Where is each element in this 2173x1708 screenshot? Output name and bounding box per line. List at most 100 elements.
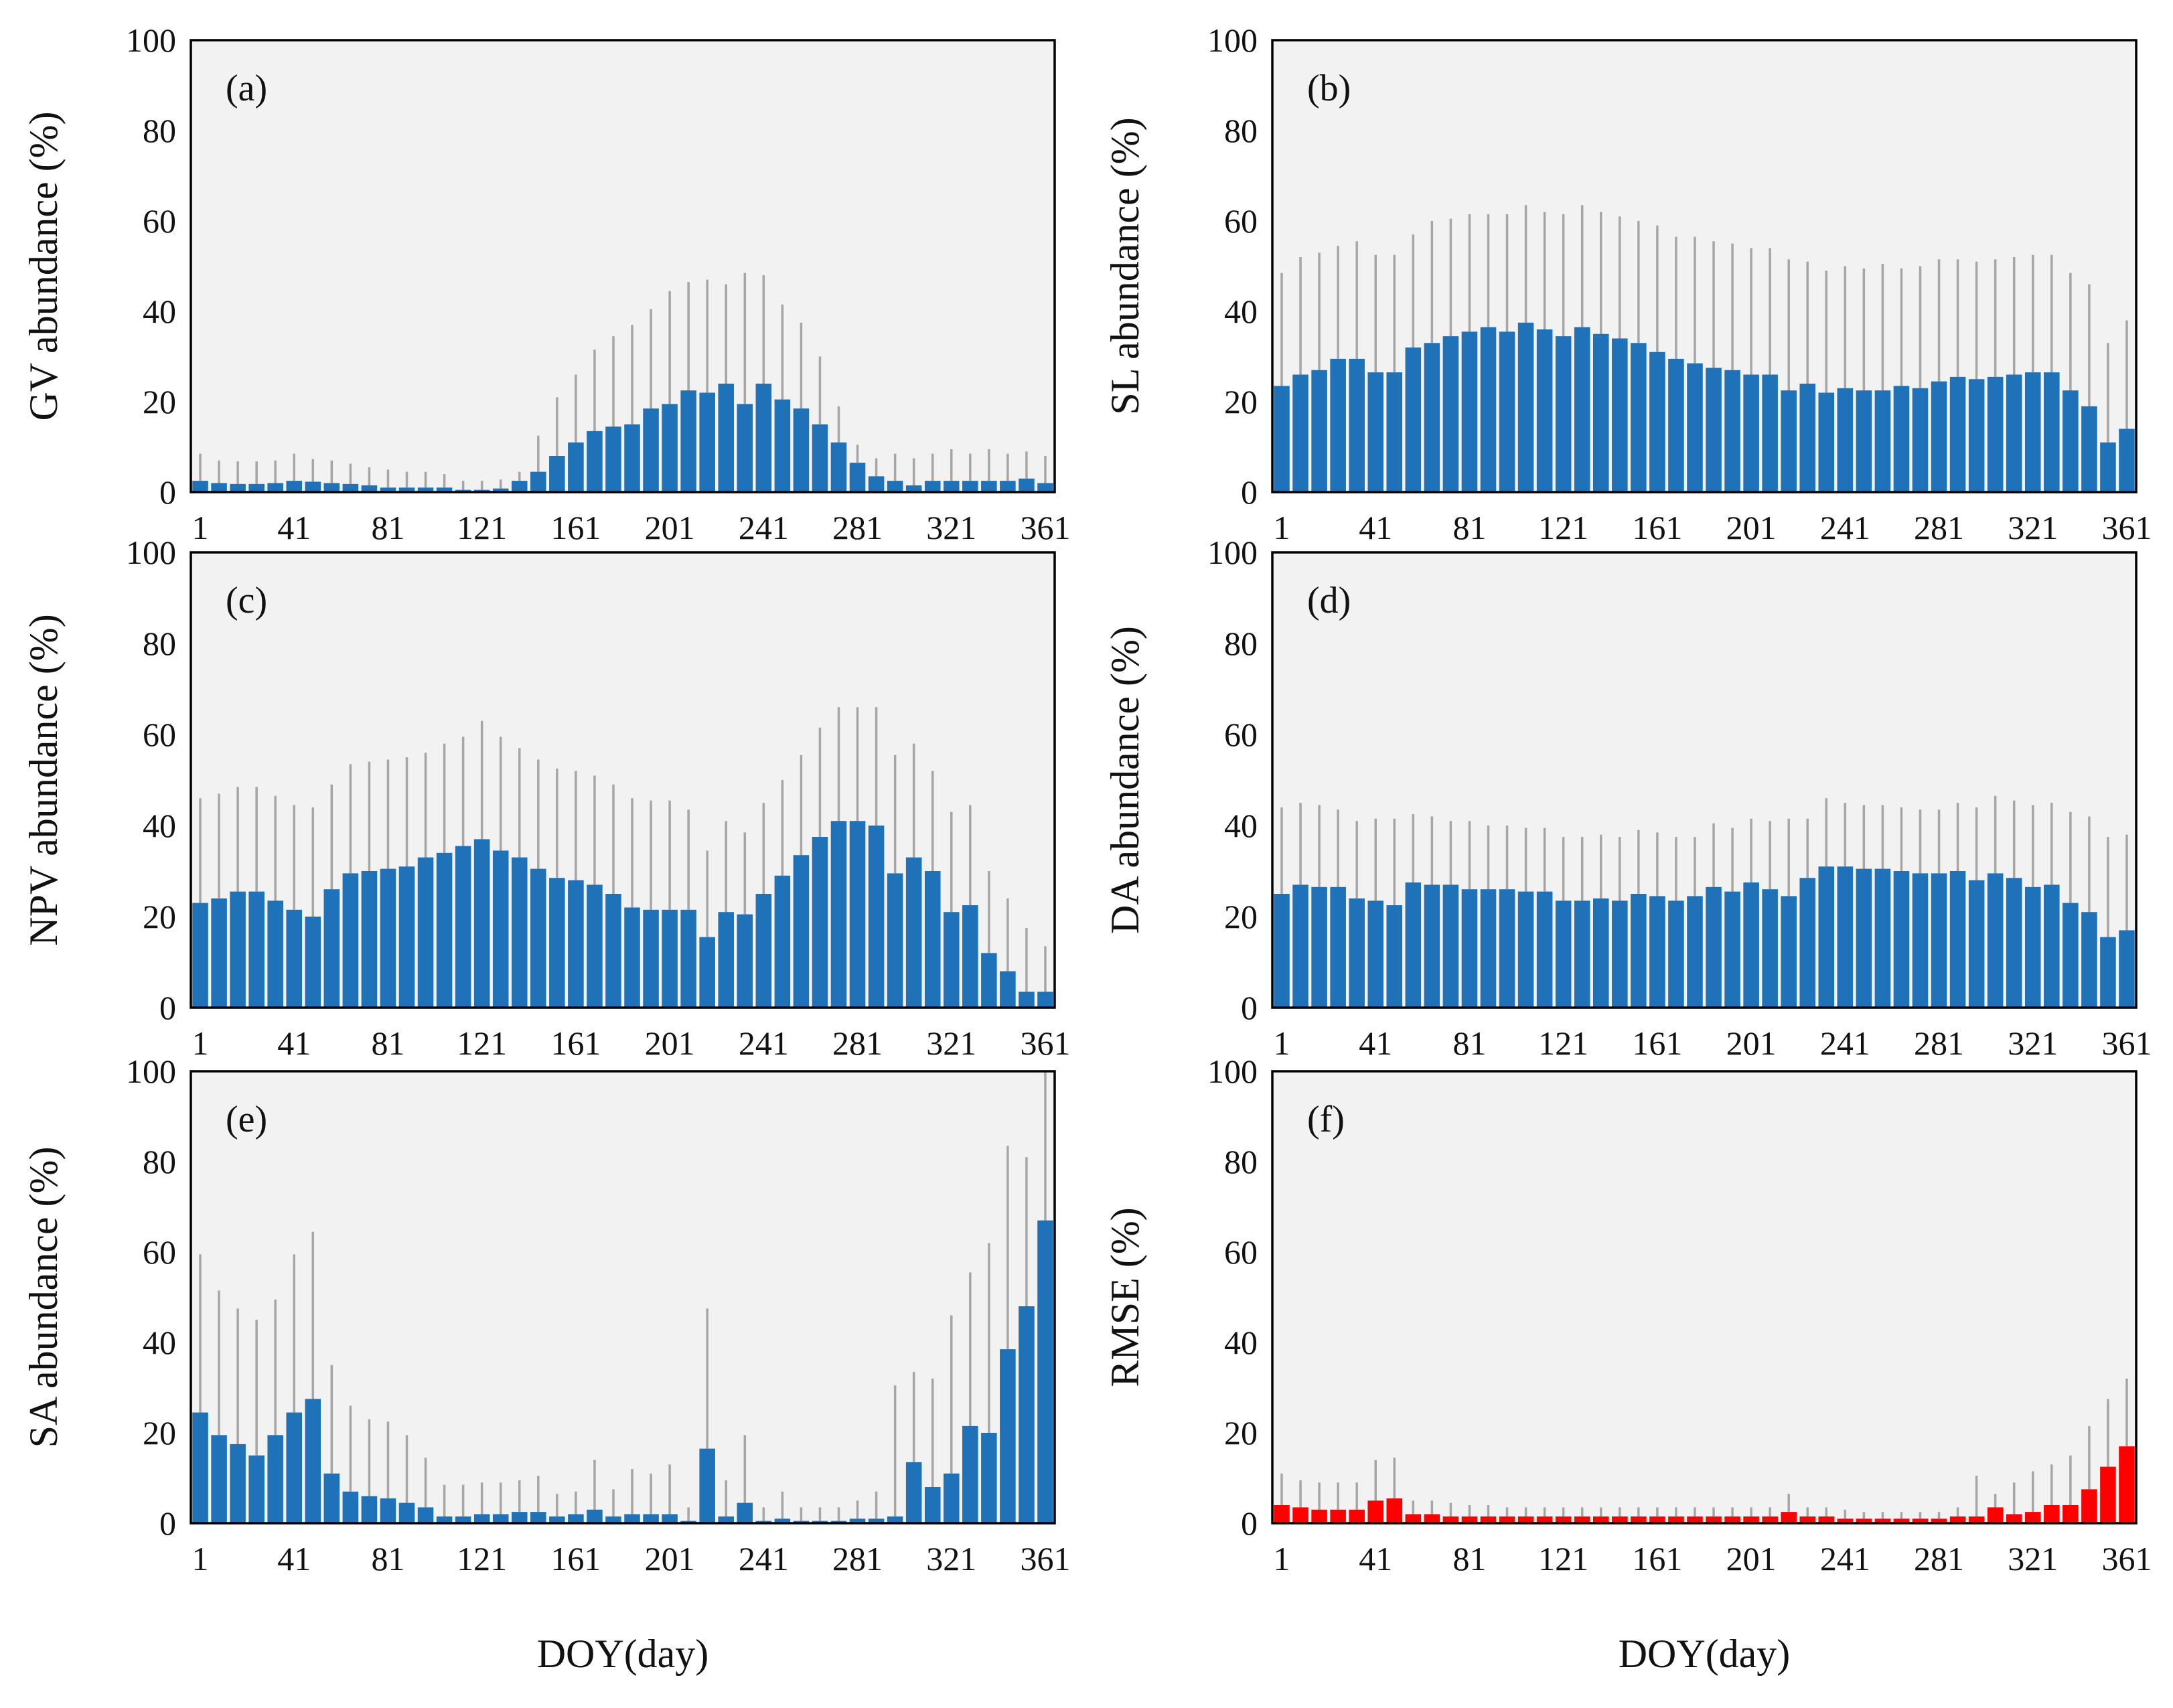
- chart-e-bar: [568, 1514, 584, 1523]
- chart-f-bar: [2119, 1446, 2135, 1523]
- chart-f-bar: [1743, 1516, 1759, 1523]
- chart-b-bar: [1668, 358, 1684, 492]
- chart-c-marks: [192, 707, 1053, 1008]
- chart-b-bar: [1818, 392, 1835, 492]
- chart-b-bar: [1893, 386, 1910, 492]
- chart-d-marks: [1274, 795, 2135, 1008]
- chart-e-bar: [492, 1514, 509, 1523]
- chart-c-bar: [492, 850, 509, 1008]
- chart-b-x-tick-label: 241: [1820, 509, 1870, 546]
- chart-d-bar: [1743, 882, 1759, 1008]
- chart-c-bar: [868, 826, 885, 1008]
- chart-e-bar: [587, 1509, 603, 1523]
- chart-c-bar: [230, 891, 246, 1008]
- chart-f-bar: [2044, 1505, 2060, 1523]
- chart-f-y-tick-label: 0: [1241, 1504, 1258, 1542]
- chart-b-x-tick-label: 321: [2008, 509, 2058, 546]
- chart-f-x-tick-label: 81: [1452, 1540, 1486, 1577]
- chart-d-bar: [1612, 901, 1628, 1008]
- chart-e-bar: [605, 1516, 621, 1523]
- chart-e-bar: [530, 1512, 546, 1523]
- chart-d-bar: [1442, 884, 1459, 1008]
- chart-b-x-tick-label: 1: [1274, 509, 1290, 546]
- chart-b-bar: [1386, 372, 1403, 492]
- chart-f-x-axis-label: DOY(day): [1619, 1632, 1791, 1676]
- chart-f-bar: [1442, 1516, 1459, 1523]
- chart-b-bar: [1724, 370, 1740, 492]
- chart-d-panel-label: (d): [1307, 580, 1351, 621]
- chart-a-bar: [812, 424, 828, 492]
- chart-a-bar: [492, 488, 509, 492]
- chart-d-x-tick-label: 81: [1452, 1024, 1486, 1062]
- chart-e-x-tick-label: 321: [926, 1540, 976, 1577]
- chart-c-frame: [190, 551, 1056, 1009]
- chart-a-bar: [436, 487, 453, 492]
- chart-a-y-tick-label: 80: [143, 112, 176, 149]
- chart-d-bar: [1949, 871, 1966, 1008]
- chart-b-y-tick-label: 80: [1224, 112, 1258, 149]
- chart-d-bar: [2119, 930, 2135, 1008]
- chart-d-bar: [1706, 886, 1722, 1008]
- chart-c-y-tick-label: 40: [143, 807, 176, 844]
- chart-e-bar: [643, 1514, 659, 1523]
- chart-f-bar: [1592, 1516, 1609, 1523]
- chart-c-bar: [699, 937, 715, 1008]
- chart-b-bar: [1536, 329, 1553, 492]
- chart-b-y-tick-label: 0: [1241, 473, 1258, 511]
- chart-e-x-tick-label: 81: [371, 1540, 404, 1577]
- chart-d-bar: [1292, 884, 1308, 1008]
- chart-c-y-tick-label: 100: [126, 534, 176, 571]
- chart-f-x-tick-label: 361: [2101, 1540, 2152, 1577]
- chart-a-y-tick-label: 0: [159, 473, 176, 511]
- chart-a: 0 20 40 60 80 100 1 41 81 121 161 201 241 281 321 361 (a…: [21, 21, 1070, 546]
- chart-d-x-tick-label: 1: [1274, 1024, 1290, 1062]
- chart-f-x-tick-label: 161: [1632, 1540, 1682, 1577]
- chart-d-bar: [1762, 889, 1778, 1008]
- chart-a-marks: [192, 273, 1053, 492]
- chart-b-bar: [1330, 358, 1346, 492]
- chart-b-bar: [2006, 374, 2022, 492]
- chart-a-bar: [417, 487, 434, 492]
- chart-c-bar: [398, 866, 415, 1008]
- chart-c-bar: [436, 852, 453, 1008]
- chart-a-bar: [737, 404, 753, 492]
- chart-e-bar: [943, 1473, 960, 1523]
- chart-a-x-tick-label: 121: [457, 509, 507, 546]
- chart-d-x-tick-label: 241: [1820, 1024, 1870, 1062]
- chart-c-bar: [830, 821, 847, 1008]
- chart-b-bar: [1799, 384, 1816, 492]
- chart-e-plot-area: [191, 1071, 1055, 1523]
- chart-d-bar: [2044, 884, 2060, 1008]
- chart-c-y-tick-label: 60: [143, 716, 176, 753]
- chart-e-y-tick-label: 80: [143, 1143, 176, 1180]
- chart-e-bar: [887, 1516, 903, 1523]
- chart-f-x-tick-label: 201: [1726, 1540, 1777, 1577]
- chart-e-bar: [305, 1399, 321, 1523]
- chart-a-y-tick-label: 40: [143, 293, 176, 330]
- chart-c-y-axis-label: NPV abundance (%): [21, 614, 66, 945]
- chart-a-bar: [380, 487, 396, 492]
- chart-c-bar: [662, 909, 678, 1008]
- chart-e-y-tick-label: 100: [126, 1053, 176, 1090]
- chart-c-bar: [737, 914, 753, 1008]
- chart-e-x-tick-label: 161: [550, 1540, 601, 1577]
- chart-d-bar: [1781, 896, 1797, 1008]
- chart-a-bar: [192, 481, 208, 492]
- chart-a-plot-area: [191, 40, 1055, 492]
- chart-a-bar: [962, 481, 978, 492]
- chart-d-bar: [1912, 873, 1929, 1008]
- chart-c-x-tick-label: 161: [550, 1024, 601, 1062]
- chart-a-bar: [830, 442, 847, 492]
- chart-d-bar: [2100, 937, 2116, 1008]
- chart-e-y-axis-label: SA abundance (%): [21, 1147, 66, 1448]
- chart-d-y-tick-label: 0: [1241, 989, 1258, 1026]
- chart-e-x-tick-label: 241: [739, 1540, 789, 1577]
- chart-c-y-tick-label: 80: [143, 625, 176, 662]
- chart-a-x-tick-label: 281: [832, 509, 883, 546]
- chart-f-x-tick-label: 321: [2008, 1540, 2058, 1577]
- chart-b-bar: [1480, 327, 1497, 492]
- chart-c-x-tick-label: 241: [739, 1024, 789, 1062]
- chart-d-bar: [1517, 891, 1534, 1008]
- chart-e-marks: [192, 1071, 1053, 1523]
